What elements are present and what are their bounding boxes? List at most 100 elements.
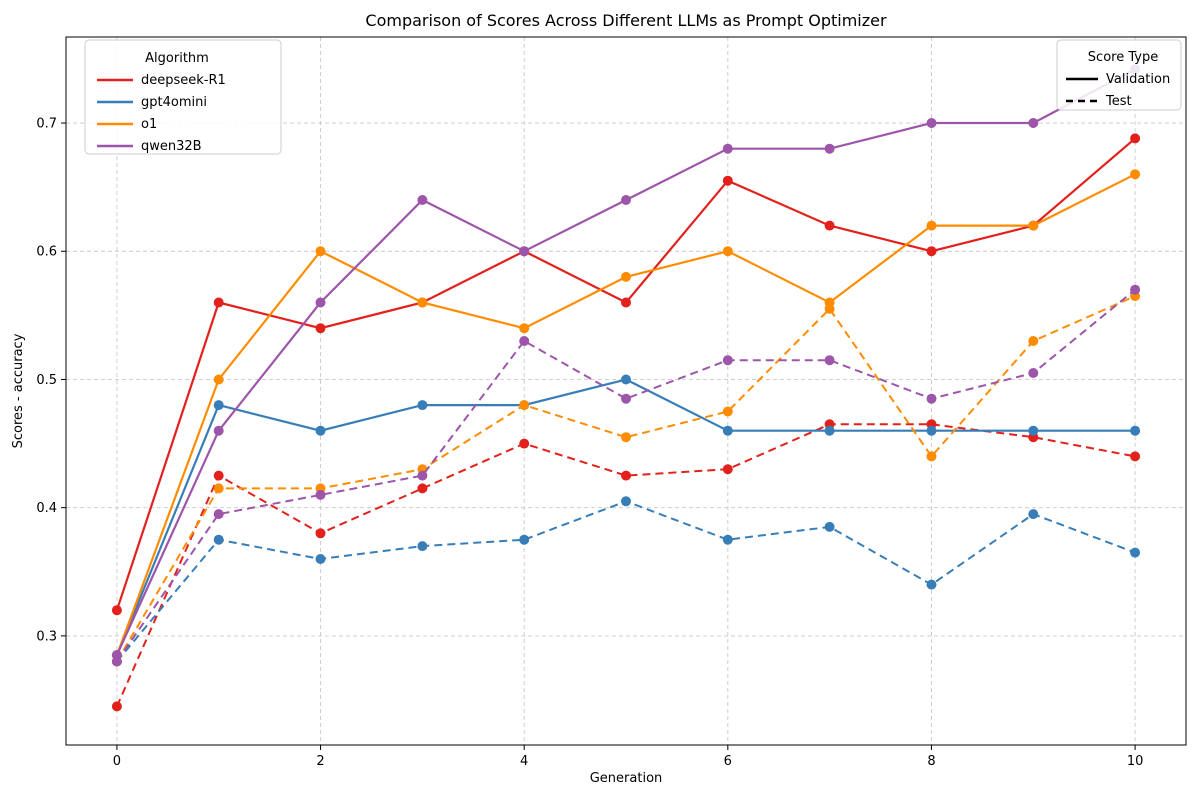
data-point (722, 464, 733, 475)
series-gpt4omini-validation (111, 374, 1141, 661)
series-qwen32B-validation (111, 64, 1141, 661)
x-axis-label: Generation (590, 771, 663, 786)
chart-title: Comparison of Scores Across Different LL… (365, 11, 887, 30)
data-point (1130, 425, 1141, 436)
data-point (1028, 118, 1039, 128)
legend-score-type: Score Type Validation Test (1056, 39, 1182, 111)
data-point (1130, 547, 1141, 558)
data-point (519, 336, 530, 346)
data-point (519, 438, 530, 449)
data-point (926, 393, 937, 404)
data-point (621, 432, 631, 443)
data-point (1028, 368, 1039, 378)
data-point (315, 528, 326, 539)
data-point (519, 534, 530, 545)
y-tick-label: 0.3 (36, 629, 57, 644)
data-point (315, 323, 326, 334)
data-point (621, 297, 631, 308)
legend-entry-label: gpt4omini (141, 95, 207, 110)
data-point (519, 246, 530, 257)
series-line (115, 173, 1136, 656)
data-point (213, 470, 224, 481)
series-qwen32B-test (111, 284, 1141, 667)
data-point (417, 483, 428, 494)
data-point (417, 541, 428, 552)
y-tick-label: 0.6 (36, 245, 57, 260)
data-point (111, 605, 122, 616)
series-o1-validation (111, 169, 1141, 661)
data-point (315, 489, 326, 500)
data-point (1130, 284, 1141, 295)
data-point (824, 355, 835, 366)
data-point (417, 400, 428, 411)
plot-border (65, 36, 1187, 746)
series-line (115, 378, 1136, 656)
series-deepseek-R1-test (111, 419, 1141, 712)
data-point (315, 297, 326, 308)
data-point (315, 554, 326, 564)
data-point (824, 521, 835, 532)
legend-algorithm: Algorithm deepseek-R1 gpt4omini o1 qwen32B (84, 39, 282, 155)
series-gpt4omini-test (111, 496, 1141, 667)
data-point (213, 509, 224, 520)
legend-entry-label: deepseek-R1 (141, 73, 226, 88)
data-point (1028, 220, 1039, 231)
data-point (722, 534, 733, 545)
data-point (1130, 169, 1141, 180)
data-point (1028, 425, 1039, 436)
data-point (926, 425, 937, 436)
x-tick-label: 6 (724, 754, 732, 769)
series-line (115, 423, 1136, 707)
data-point (926, 118, 937, 128)
x-tick-label: 8 (927, 754, 935, 769)
data-point (111, 701, 122, 712)
legend-box (1056, 39, 1182, 111)
series-line (116, 500, 1136, 663)
data-point (315, 425, 326, 436)
x-tick-label: 4 (520, 754, 528, 769)
data-point (824, 425, 835, 436)
legend-title: Algorithm (145, 51, 209, 66)
legend-entry-label: Validation (1106, 72, 1170, 87)
data-point (519, 323, 530, 334)
data-point (621, 195, 631, 205)
data-point (722, 143, 733, 154)
legend-title: Score Type (1088, 50, 1158, 65)
data-point (213, 534, 224, 545)
data-point (213, 400, 224, 411)
data-point (926, 451, 937, 462)
data-point (417, 470, 428, 481)
series-deepseek-R1-validation (111, 133, 1141, 616)
legend-entry-label: qwen32B (141, 139, 202, 154)
legend-box (84, 39, 282, 155)
data-point (722, 246, 733, 257)
data-point (824, 143, 835, 154)
data-point (722, 355, 733, 366)
legend-entry-label: Test (1105, 94, 1132, 109)
axis-ticks: 0 2 4 6 8 10 0.3 0.4 0.5 0.6 0.7 (36, 117, 1143, 769)
data-point (621, 393, 631, 404)
x-tick-label: 2 (316, 754, 324, 769)
data-point (926, 220, 937, 231)
data-point (111, 656, 122, 667)
y-tick-label: 0.7 (36, 117, 57, 132)
legends: Algorithm deepseek-R1 gpt4omini o1 qwen32B Sc… (84, 39, 1182, 155)
data-point (315, 246, 326, 257)
data-point (213, 483, 224, 494)
data-point (824, 303, 835, 314)
y-tick-label: 0.5 (36, 373, 57, 388)
data-point (213, 374, 224, 385)
series-lines (111, 64, 1141, 712)
series-line (116, 288, 1136, 663)
series-line (115, 68, 1136, 656)
data-point (1028, 336, 1039, 346)
data-point (926, 579, 937, 590)
x-tick-label: 10 (1127, 754, 1144, 769)
data-point (213, 297, 224, 308)
data-point (621, 470, 631, 481)
data-point (621, 374, 631, 385)
data-point (824, 220, 835, 231)
data-point (213, 425, 224, 436)
